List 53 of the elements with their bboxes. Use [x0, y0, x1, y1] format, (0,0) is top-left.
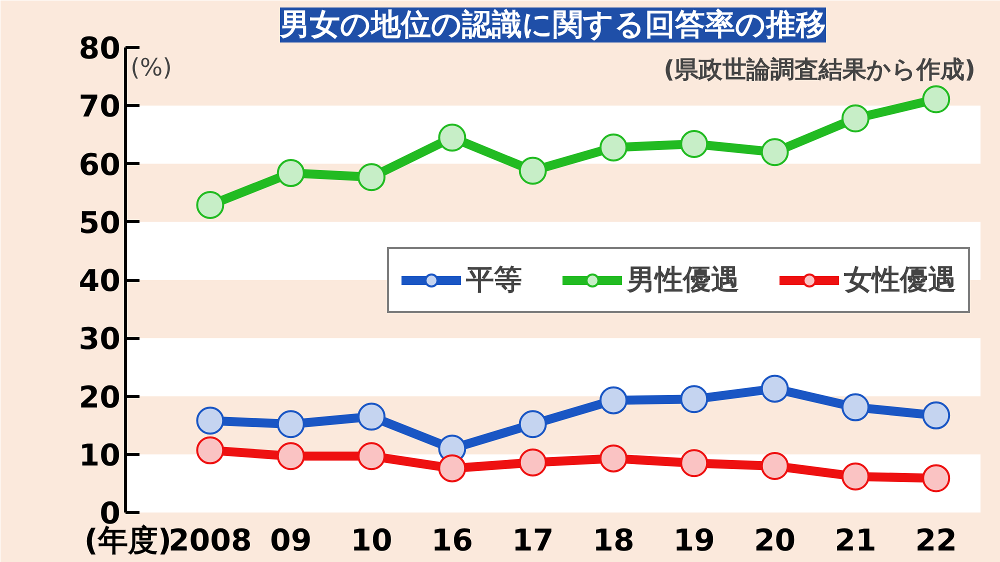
y-tick-label: 60	[78, 148, 120, 183]
x-tick-label: 18	[592, 524, 634, 558]
x-tick-label: 17	[512, 524, 554, 558]
y-tick-label: 70	[78, 90, 120, 125]
point	[680, 449, 708, 478]
point	[922, 85, 950, 114]
point	[196, 191, 224, 219]
x-tick-label: 21	[834, 524, 876, 558]
legend-label: 女性優遇	[844, 262, 956, 298]
x-tick-label: 22	[915, 524, 958, 558]
x-tick-label: 19	[673, 524, 716, 558]
y-tick-label: 20	[78, 380, 120, 416]
point	[276, 410, 305, 438]
point	[841, 393, 870, 422]
point	[438, 124, 466, 152]
point	[438, 454, 466, 482]
point	[276, 159, 305, 188]
point	[599, 444, 628, 472]
point	[680, 130, 708, 158]
point	[760, 452, 789, 480]
chart-title: 男女の地位の認識に関する回答率の推移	[279, 8, 826, 42]
point	[922, 401, 950, 430]
x-tick-label: 2008	[168, 524, 252, 558]
point	[358, 442, 386, 470]
point	[841, 462, 870, 490]
point	[760, 374, 789, 403]
y-tick-label: 10	[78, 438, 120, 474]
point	[196, 436, 224, 464]
y-tick-label: 30	[78, 322, 120, 358]
point	[518, 448, 547, 476]
point	[680, 385, 708, 414]
point	[760, 138, 789, 166]
point	[922, 464, 950, 492]
legend-label: 平等	[466, 262, 522, 298]
point	[518, 156, 547, 185]
point	[599, 134, 628, 162]
x-tick-label: 16	[431, 524, 474, 558]
y-tick-label: 40	[78, 264, 120, 299]
annotation: (県政世論調査結果から作成)	[664, 56, 976, 84]
point	[841, 104, 870, 132]
y-axis-title: (%)	[130, 54, 172, 82]
point	[358, 163, 386, 192]
point	[518, 410, 547, 438]
point	[599, 386, 628, 414]
point	[196, 406, 224, 435]
x-tick-label: 09	[270, 524, 312, 558]
y-tick-label: 80	[78, 32, 120, 66]
x-tick-label: 20	[754, 524, 796, 558]
y-tick-label: 50	[78, 206, 120, 241]
legend-label: 男性優遇	[627, 262, 739, 298]
point	[276, 442, 305, 470]
x-tick-label: 10	[350, 524, 392, 558]
point	[358, 402, 386, 431]
